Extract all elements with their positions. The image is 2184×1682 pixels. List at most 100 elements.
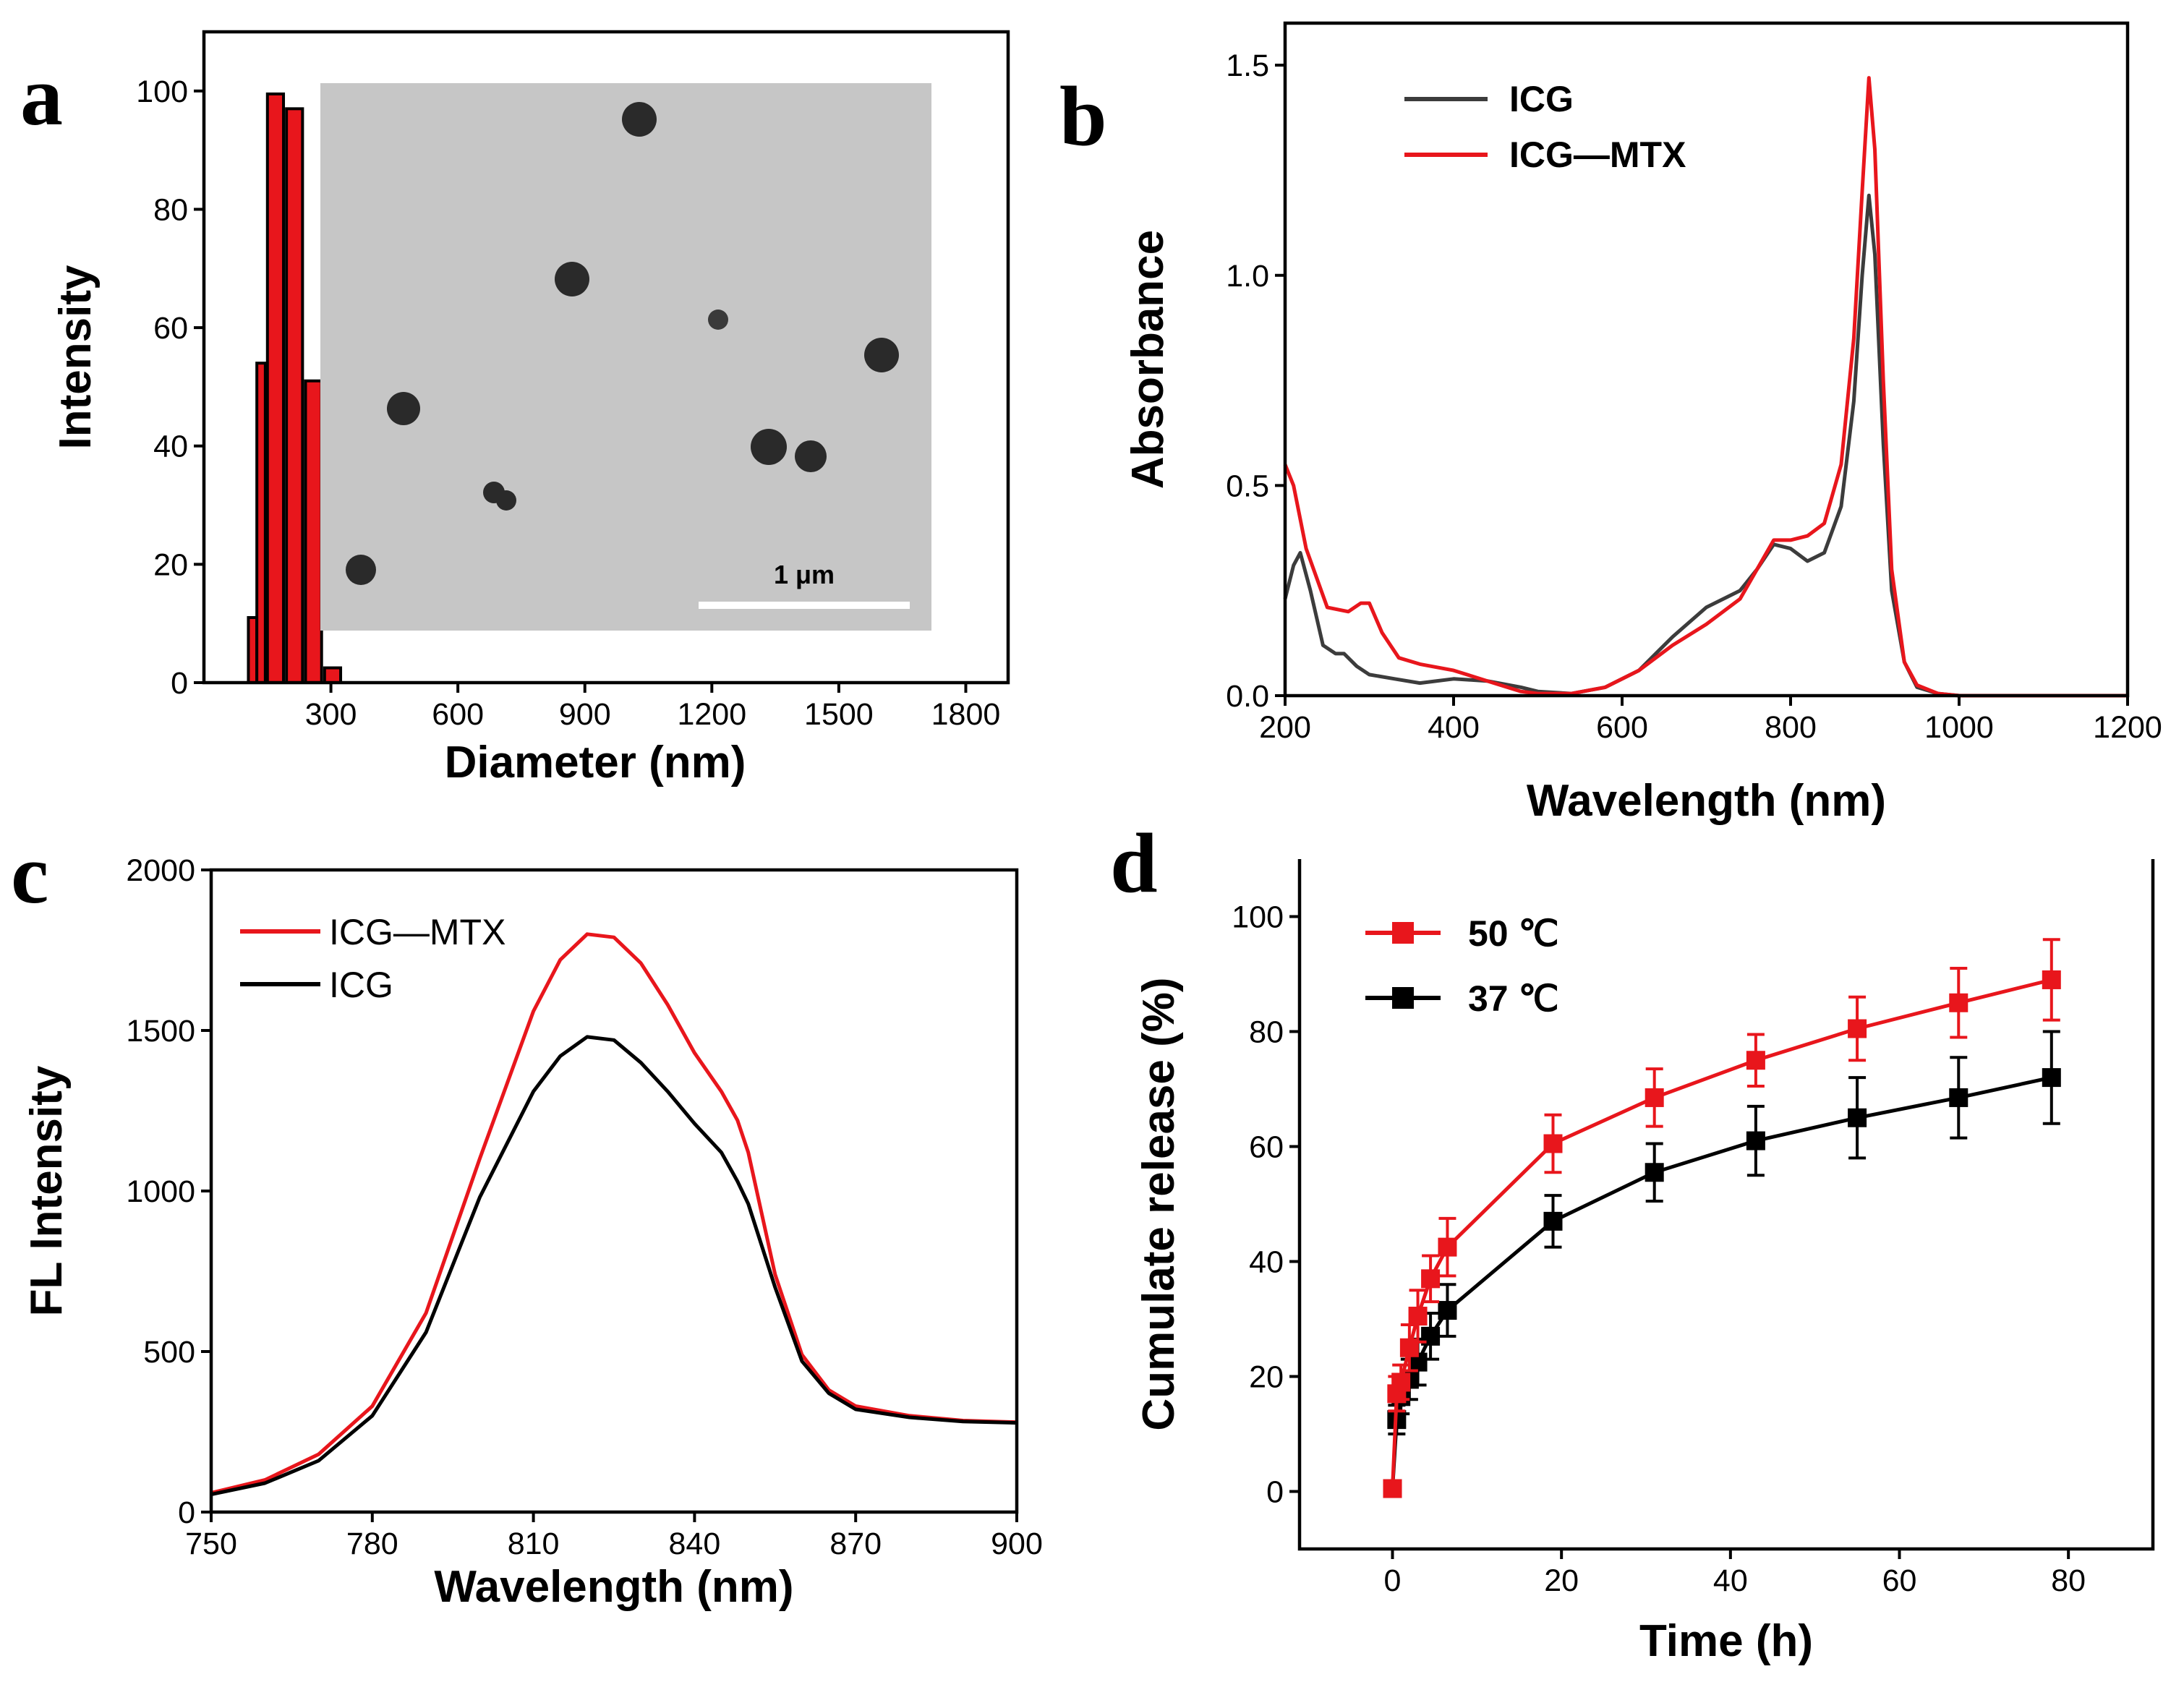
x-tick-label: 20	[1544, 1563, 1579, 1598]
particle	[751, 429, 787, 465]
x-tick-label: 80	[2051, 1563, 2086, 1598]
x-tick-label: 400	[1428, 710, 1480, 745]
x-tick-label: 900	[991, 1527, 1043, 1561]
panel-c-letter: c	[11, 827, 48, 921]
y-tick-label: 1000	[126, 1174, 195, 1209]
data-point	[1438, 1237, 1457, 1257]
y-tick-label: 2000	[126, 853, 195, 888]
particle	[555, 262, 589, 296]
data-point	[1408, 1307, 1428, 1326]
x-tick-label: 1200	[677, 697, 746, 732]
panel-a-axes-frame	[202, 30, 1010, 685]
y-axis-label: Absorbance	[1123, 230, 1173, 489]
data-point	[1645, 1163, 1664, 1182]
y-tick-label: 20	[1249, 1360, 1284, 1395]
y-tick-label: 80	[1249, 1015, 1284, 1050]
x-tick-label: 600	[432, 697, 484, 732]
x-axis-label: Diameter (nm)	[445, 738, 746, 787]
y-tick-label: 100	[136, 74, 188, 109]
legend-label-icg-mtx: ICG—MTX	[1509, 135, 1686, 175]
histogram-bar	[285, 107, 304, 684]
data-point	[1746, 1051, 1765, 1070]
x-tick-label: 800	[1765, 710, 1817, 745]
legend-marker-50c	[1392, 922, 1414, 944]
series-line	[210, 932, 1018, 1495]
x-tick-label: 600	[1596, 710, 1648, 745]
x-tick-label: 0	[1384, 1563, 1402, 1598]
histogram-bar	[255, 362, 267, 684]
panel-d-axes-frame	[1297, 859, 2155, 1551]
panel-d-letter: d	[1110, 816, 1158, 910]
x-tick-label: 1200	[2093, 710, 2162, 745]
y-tick-label: 60	[153, 311, 188, 346]
y-tick-label: 20	[153, 547, 188, 582]
y-tick-label: 1500	[126, 1014, 195, 1049]
x-tick-label: 750	[185, 1527, 237, 1561]
x-tick-label: 810	[508, 1527, 560, 1561]
tem-image	[320, 83, 931, 631]
data-point	[1391, 1373, 1411, 1392]
y-axis-label: FL Intensity	[22, 1065, 72, 1316]
y-tick-label: 1.5	[1226, 48, 1269, 83]
data-point	[1543, 1134, 1563, 1153]
legend-label-icg-mtx: ICG—MTX	[329, 912, 506, 952]
legend-label-icg: ICG	[1509, 79, 1574, 119]
particle	[496, 490, 516, 511]
x-tick-label: 40	[1713, 1563, 1748, 1598]
particle	[346, 555, 376, 585]
y-tick-label: 0.5	[1226, 469, 1269, 503]
y-tick-label: 0	[178, 1495, 195, 1530]
scale-label: 1 μm	[774, 560, 835, 589]
y-tick-label: 0.0	[1226, 679, 1269, 714]
x-tick-label: 1000	[1924, 710, 1994, 745]
histogram-bar	[265, 92, 286, 684]
legend-label-icg: ICG	[329, 965, 393, 1005]
x-tick-label: 300	[305, 697, 357, 732]
y-tick-label: 80	[153, 192, 188, 227]
particle	[795, 440, 827, 472]
x-tick-label: 60	[1882, 1563, 1917, 1598]
x-axis-label: Wavelength (nm)	[434, 1562, 793, 1612]
particle	[387, 392, 420, 425]
tem-inset: 1 μm	[320, 83, 931, 631]
data-point	[1438, 1301, 1457, 1320]
x-tick-label: 870	[829, 1527, 882, 1561]
particle	[708, 309, 728, 330]
legend-label-37c: 37 ℃	[1468, 978, 1559, 1019]
x-tick-label: 900	[559, 697, 611, 732]
x-axis-label: Time (h)	[1639, 1616, 1813, 1666]
x-tick-label: 1500	[804, 697, 874, 732]
panel-c: c 750 780 810 840 870 900 0 500 1000 1500 2000 Wave…	[11, 827, 1043, 1612]
particle	[622, 102, 657, 137]
data-point	[1421, 1269, 1441, 1289]
y-tick-label: 40	[153, 430, 188, 464]
panel-b-axes-frame	[1283, 21, 2130, 698]
particle	[864, 338, 899, 372]
y-axis-label: Cumulate release (%)	[1134, 977, 1184, 1430]
y-tick-label: 500	[143, 1335, 195, 1370]
scale-bar	[699, 602, 910, 609]
data-point	[2042, 1068, 2061, 1088]
data-point	[1746, 1131, 1765, 1150]
data-point	[1848, 1108, 1867, 1127]
data-point	[1645, 1088, 1664, 1107]
panel-b: b 200 400 600 800 1000 1200 0.0 0.5 1.0 1.5 Wavele…	[1059, 21, 2162, 826]
series-line	[210, 1035, 1018, 1497]
y-tick-label: 40	[1249, 1245, 1284, 1280]
data-point	[2042, 970, 2061, 989]
y-axis-label: Intensity	[51, 265, 101, 449]
histogram-bar	[304, 379, 323, 685]
panel-a-letter: a	[20, 48, 63, 143]
panel-a: a 300 600 900 1200 1500 1800 0 20 40 60 80 100 Diame…	[20, 30, 1010, 787]
data-point	[1949, 1088, 1968, 1107]
x-tick-label: 780	[346, 1527, 398, 1561]
panel-d: d 0 20 40 60 80 0 20 40 60 80 100 Time (h) Cumulate …	[1110, 816, 2155, 1666]
legend-label-50c: 50 ℃	[1468, 913, 1559, 954]
x-axis-label: Wavelength (nm)	[1527, 776, 1886, 826]
data-point	[1543, 1211, 1563, 1231]
y-tick-label: 0	[171, 666, 188, 701]
data-point	[1383, 1479, 1402, 1498]
histogram-bar	[323, 666, 343, 685]
x-tick-label: 1800	[931, 697, 1001, 732]
